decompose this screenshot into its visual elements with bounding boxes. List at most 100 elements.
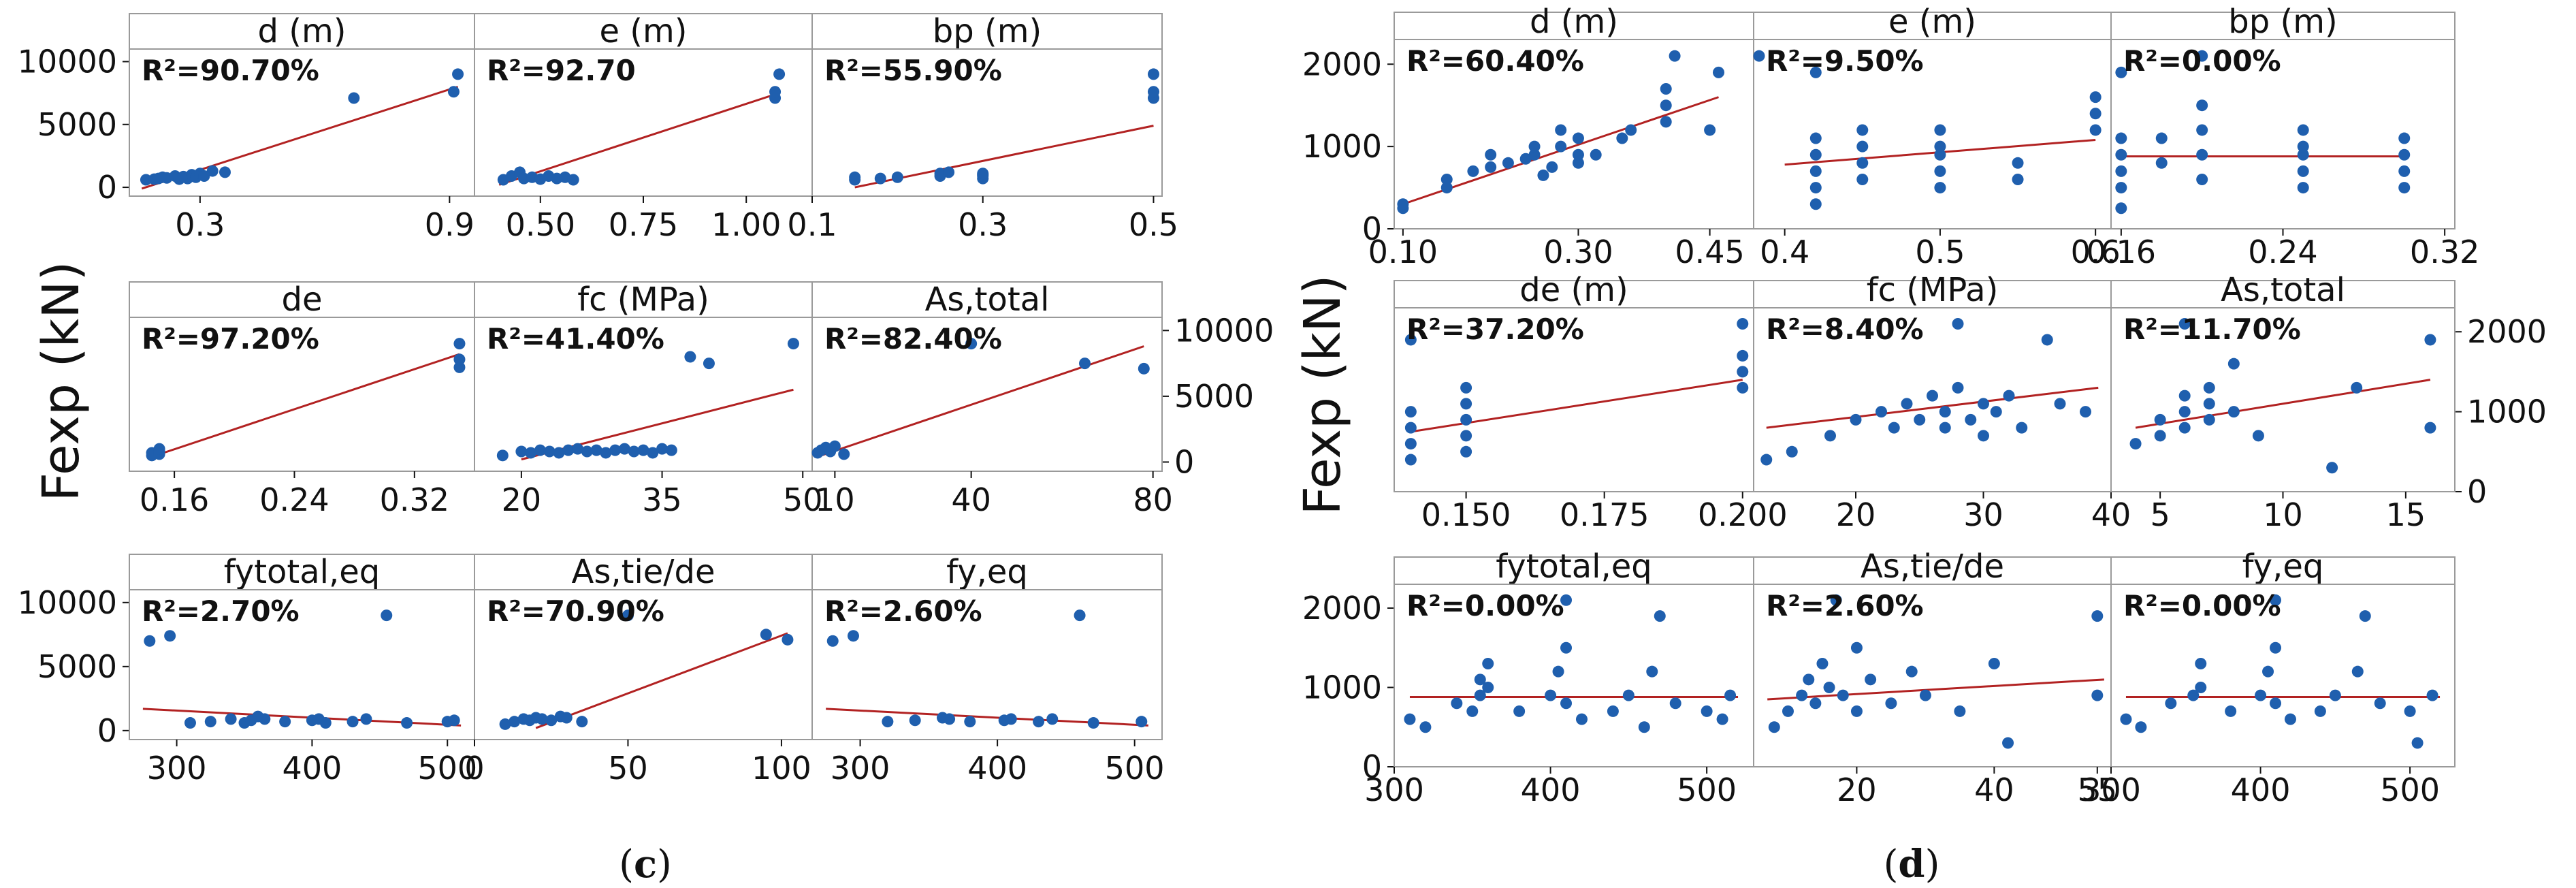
data-point xyxy=(2012,173,2024,185)
panel-c-2: e (m) R²=92.70 0.50 0.75 1.00 xyxy=(474,12,813,243)
x-tick-label: 0.24 xyxy=(2248,234,2317,270)
data-point xyxy=(1914,413,1926,426)
x-tick-label: 0.1 xyxy=(787,206,837,243)
data-point xyxy=(560,712,573,724)
data-point xyxy=(2426,689,2438,701)
data-point xyxy=(1978,430,1989,442)
data-point xyxy=(2196,173,2208,185)
data-point xyxy=(1704,124,1716,136)
data-point xyxy=(2196,124,2208,136)
data-point xyxy=(2091,689,2104,701)
data-point xyxy=(1939,422,1951,434)
x-tick-label: 15 xyxy=(2386,496,2426,533)
x-tick-label: 0.5 xyxy=(1129,206,1178,243)
data-point xyxy=(2003,390,2015,402)
x-tick-label: 80 xyxy=(1133,481,1173,518)
y-tick-label: 0 xyxy=(2467,473,2487,510)
data-point xyxy=(1753,50,1765,62)
r2-label: R²=0.00% xyxy=(2123,44,2281,78)
data-point xyxy=(1513,705,1526,717)
data-point xyxy=(2270,594,2282,606)
y-tick-label: 5000 xyxy=(37,106,117,143)
r2-label: R²=90.70% xyxy=(142,54,319,87)
data-point xyxy=(1572,157,1584,169)
data-point xyxy=(1934,148,1946,161)
data-point xyxy=(828,440,841,452)
y-tick-label: 2000 xyxy=(1302,590,1382,627)
x-tick-label: 0.6 xyxy=(2071,234,2121,270)
regression-line xyxy=(826,708,1148,727)
x-tick-label: 20 xyxy=(1837,772,1877,808)
data-point xyxy=(2255,689,2267,701)
data-point xyxy=(1136,716,1148,728)
x-tick-label: 100 xyxy=(752,750,811,787)
regression-line xyxy=(2135,379,2431,429)
x-tick-label: 5 xyxy=(2151,496,2170,533)
panel-d-4: de (m) R²=37.20% 0.150 0.175 0.200 xyxy=(1394,271,1788,533)
data-point xyxy=(2012,157,2024,169)
r2-label: R²=92.70 xyxy=(487,54,636,87)
data-point xyxy=(1552,665,1564,678)
x-tick-label: 0.75 xyxy=(609,206,678,243)
x-tick-label: 0.16 xyxy=(2087,234,2156,270)
data-point xyxy=(499,718,511,730)
x-tick-label: 0.9 xyxy=(425,206,474,243)
caption-letter: d xyxy=(1898,842,1925,887)
data-point xyxy=(1560,641,1573,654)
data-point xyxy=(2203,381,2215,394)
data-point xyxy=(2089,124,2102,136)
data-point xyxy=(1545,689,1557,701)
r2-label: R²=0.00% xyxy=(1406,589,1564,622)
x-tick-label: 0.16 xyxy=(140,481,209,518)
r2-label: R²=8.40% xyxy=(1766,313,1924,346)
data-point xyxy=(1502,157,1514,169)
x-tick-label: 0 xyxy=(464,750,484,787)
panel-title: fytotal,eq xyxy=(224,553,380,591)
data-point xyxy=(164,630,176,642)
x-tick-label: 0.32 xyxy=(2410,234,2479,270)
panel-title: d (m) xyxy=(1530,3,1618,41)
r2-label: R²=55.90% xyxy=(824,54,1002,87)
data-point xyxy=(1519,153,1532,165)
x-tick-label: 40 xyxy=(1974,772,2014,808)
data-point xyxy=(562,444,575,456)
data-point xyxy=(2297,140,2309,153)
data-point xyxy=(847,630,859,642)
y-tick-label: 1000 xyxy=(2467,394,2547,430)
panel-title: fy,eq xyxy=(946,553,1028,591)
data-point xyxy=(572,443,584,455)
x-tick-label: 400 xyxy=(967,750,1027,787)
data-point xyxy=(1760,454,1773,466)
data-point xyxy=(943,166,955,178)
data-point xyxy=(849,171,861,183)
data-point xyxy=(2297,182,2309,194)
data-point xyxy=(219,166,231,178)
panel-header xyxy=(474,13,813,50)
data-point xyxy=(2129,438,2142,450)
data-point xyxy=(1546,161,1558,173)
r2-label: R²=11.70% xyxy=(2123,313,2301,346)
data-point xyxy=(1888,422,1900,434)
data-point xyxy=(684,351,696,363)
x-tick-label: 1.00 xyxy=(711,206,781,243)
data-point xyxy=(1616,132,1628,144)
data-point xyxy=(1654,610,1666,622)
x-tick-label: 300 xyxy=(2081,772,2141,808)
x-tick-label: 0.3 xyxy=(958,206,1008,243)
panel-title: bp (m) xyxy=(2228,3,2337,41)
data-point xyxy=(2054,398,2066,410)
data-point xyxy=(826,635,839,647)
data-point xyxy=(198,170,210,182)
panel-d-2: e (m)R²=9.50% 0.4 0.5 0.6 xyxy=(1753,3,2121,270)
data-point xyxy=(609,444,622,456)
data-point xyxy=(2398,148,2411,161)
panel-title: de xyxy=(282,281,323,319)
x-tick-label: 0.175 xyxy=(1560,496,1649,533)
data-point xyxy=(1716,713,1728,725)
y-tick-label: 1000 xyxy=(1302,128,1382,165)
y-axis-label: Fexp (kN) xyxy=(32,261,91,502)
data-point xyxy=(2187,689,2200,701)
r2-label: R²=0.00% xyxy=(2123,589,2281,622)
